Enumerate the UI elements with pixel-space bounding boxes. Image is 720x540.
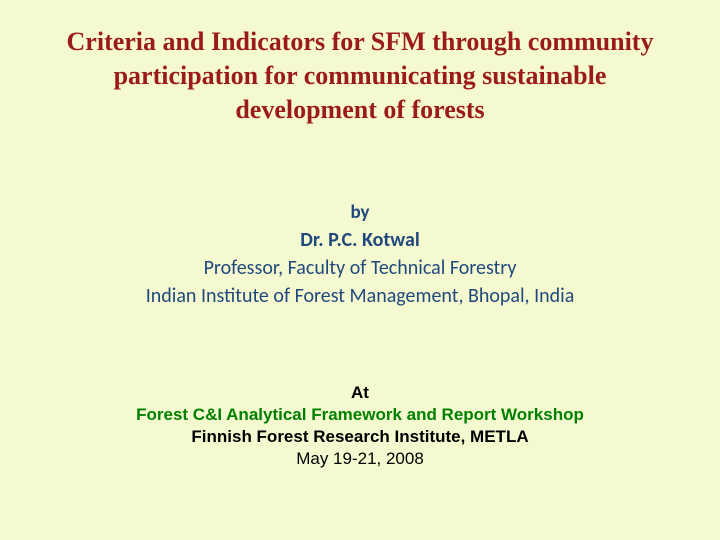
slide-container: Criteria and Indicators for SFM through … xyxy=(0,0,720,540)
author-name: Dr. P.C. Kotwal xyxy=(40,228,680,252)
institute-name: Finnish Forest Research Institute, METLA xyxy=(40,427,680,447)
venue-block: At Forest C&I Analytical Framework and R… xyxy=(40,383,680,469)
workshop-name: Forest C&I Analytical Framework and Repo… xyxy=(40,405,680,425)
author-affiliation: Indian Institute of Forest Management, B… xyxy=(40,284,680,308)
author-block: by Dr. P.C. Kotwal Professor, Faculty of… xyxy=(40,201,680,308)
author-title: Professor, Faculty of Technical Forestry xyxy=(40,256,680,280)
slide-title: Criteria and Indicators for SFM through … xyxy=(40,25,680,126)
at-label: At xyxy=(40,383,680,403)
venue-date: May 19-21, 2008 xyxy=(40,449,680,469)
by-label: by xyxy=(40,201,680,224)
